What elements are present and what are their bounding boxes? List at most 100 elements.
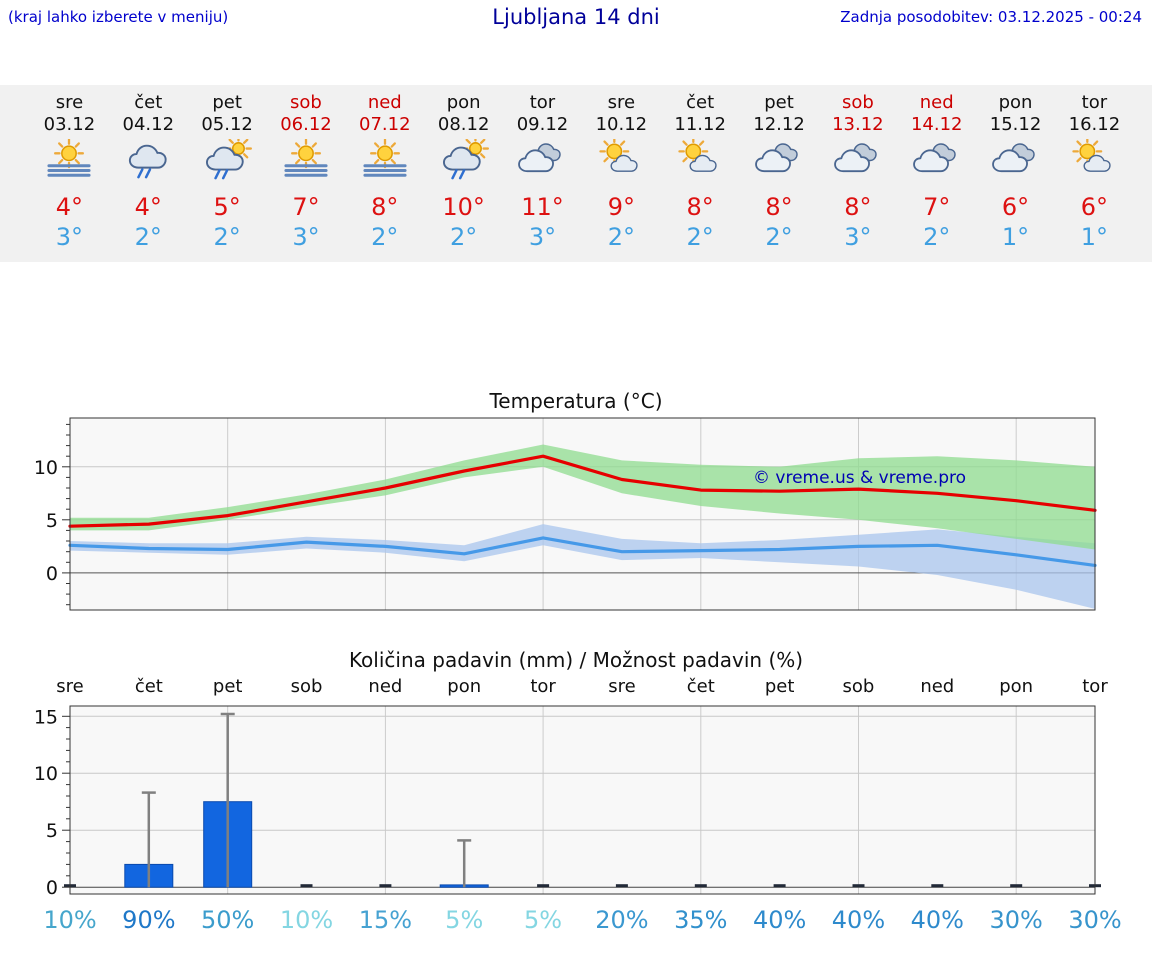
forecast-day: ned 14.12 7° 2° [897, 85, 976, 262]
precip-day-label: čet [134, 676, 163, 697]
precip-probability: 10% [279, 906, 334, 934]
forecast-day: pon 08.12 10° 2° [424, 85, 503, 262]
precip-day-label: ned [368, 676, 403, 697]
precip-probability: 30% [1068, 906, 1122, 934]
precip-probability: 10% [43, 906, 97, 934]
day-name: pet [212, 92, 242, 113]
cloudy-icon [897, 139, 976, 187]
svg-text:10: 10 [34, 457, 58, 479]
temp-max: 9° [607, 193, 635, 221]
temp-max: 8° [371, 193, 399, 221]
precip-chart-title: Količina padavin (mm) / Možnost padavin … [348, 648, 804, 672]
temp-max: 7° [292, 193, 320, 221]
precip-day-label: sre [608, 676, 636, 697]
cloudy-icon [503, 139, 582, 187]
day-name: sob [290, 92, 322, 113]
precip-day-labels: sre čet pet sob ned pon tor sre čet pet sob ned pon t… [0, 676, 1152, 706]
forecast-day: sre 03.12 4° 3° [30, 85, 109, 262]
page-title: Ljubljana 14 dni [492, 5, 660, 29]
temp-max: 6° [1001, 193, 1030, 221]
precip-probability: 20% [595, 906, 649, 934]
forecast-strip: sre 03.12 4° 3° čet 04.12 4° 2° pet 05.1… [0, 85, 1152, 262]
forecast-day: tor 09.12 11° 3° [503, 85, 582, 262]
rain-sun-icon [188, 134, 267, 187]
precip-probability: 5% [445, 906, 484, 934]
precip-day-label: ned [920, 676, 955, 697]
svg-text:0: 0 [46, 877, 58, 899]
temp-min: 3° [292, 223, 320, 251]
precip-probability: 40% [831, 906, 886, 934]
forecast-day: tor 16.12 6° 1° [1055, 85, 1134, 262]
temperature-chart-title: Temperatura (°C) [489, 389, 663, 413]
precip-probability: 5% [524, 906, 563, 934]
day-name: tor [529, 92, 556, 113]
day-date: 12.12 [753, 114, 805, 135]
precip-day-label: sre [56, 676, 84, 697]
temp-max: 4° [55, 193, 84, 221]
precip-probability-row: 10% 90% 50% 10% 15% 5% 5% 20% 35% 40% 40% 40% 30% 30% [0, 906, 1152, 936]
forecast-day: ned 07.12 8° 2° [345, 85, 424, 262]
day-date: 04.12 [122, 114, 175, 135]
precip-day-label: pon [447, 676, 482, 697]
precip-day-label: tor [530, 676, 556, 697]
svg-text:0: 0 [46, 563, 58, 585]
day-name: tor [1081, 92, 1108, 113]
day-name: čet [134, 92, 163, 113]
temp-min: 2° [371, 223, 399, 251]
precip-day-label: sob [290, 676, 323, 697]
precip-day-label: tor [1082, 676, 1108, 697]
temp-max: 8° [686, 193, 714, 221]
forecast-day: sre 10.12 9° 2° [582, 85, 661, 262]
temp-min: 2° [923, 223, 951, 251]
day-name: pon [446, 92, 481, 113]
forecast-day: pet 05.12 5° 2° [188, 85, 267, 262]
cloudy-icon [976, 139, 1055, 187]
precip-probability: 90% [122, 906, 176, 934]
day-date: 11.12 [674, 114, 726, 135]
day-date: 08.12 [437, 114, 490, 135]
temp-min: 2° [686, 223, 714, 251]
temp-max: 11° [521, 193, 564, 221]
forecast-day: pet 12.12 8° 2° [740, 85, 819, 262]
rain-sun-icon [424, 134, 503, 187]
day-name: sre [55, 92, 84, 113]
temp-max: 8° [844, 193, 872, 221]
precip-probability: 30% [989, 906, 1043, 934]
day-name: ned [919, 92, 954, 113]
temp-min: 2° [213, 223, 241, 251]
forecast-day: sob 06.12 7° 3° [267, 85, 346, 262]
day-date: 03.12 [43, 114, 96, 135]
cloudy-icon [740, 139, 819, 187]
day-name: sob [841, 92, 874, 113]
cloudy-icon [818, 139, 897, 187]
temp-min: 1° [1001, 223, 1030, 251]
partly-cloudy-icon [1055, 136, 1134, 187]
temp-min: 2° [765, 223, 793, 251]
svg-text:5: 5 [46, 510, 58, 532]
forecast-day: sob 13.12 8° 3° [818, 85, 897, 262]
day-date: 06.12 [280, 114, 332, 135]
day-name: sre [607, 92, 636, 113]
precip-day-label: pon [999, 676, 1034, 697]
forecast-day: čet 04.12 4° 2° [109, 85, 188, 262]
fog-sun-icon [267, 138, 346, 187]
precip-probability: 50% [201, 906, 255, 934]
precip-day-label: sob [842, 676, 875, 697]
watermark-link[interactable]: © vreme.us & vreme.pro [753, 468, 967, 488]
temp-min: 2° [134, 223, 162, 251]
fog-sun-icon [345, 138, 424, 187]
precip-day-label: pet [212, 676, 243, 697]
forecast-day: pon 15.12 6° 1° [976, 85, 1055, 262]
partly-cloudy-icon [582, 136, 661, 187]
menu-hint: (kraj lahko izberete v meniju) [8, 8, 229, 26]
precip-probability: 40% [752, 906, 807, 934]
day-date: 16.12 [1068, 114, 1121, 135]
temp-max: 7° [923, 193, 951, 221]
day-date: 14.12 [910, 114, 963, 135]
day-date: 10.12 [595, 114, 648, 135]
forecast-day: čet 11.12 8° 2° [661, 85, 740, 262]
temp-max: 8° [765, 193, 793, 221]
temp-min: 2° [450, 223, 478, 251]
precip-day-label: čet [686, 676, 715, 697]
